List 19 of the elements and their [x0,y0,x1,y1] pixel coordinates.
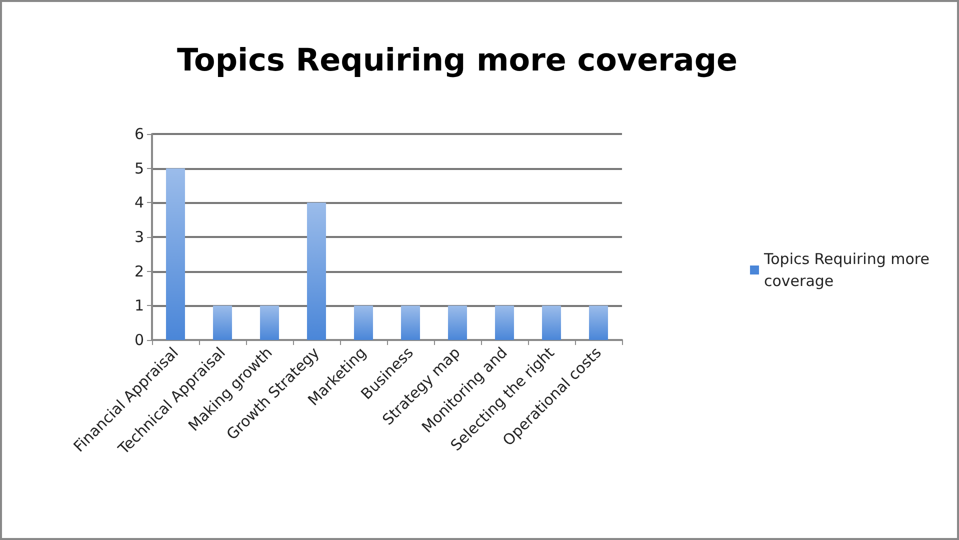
bar [166,168,185,340]
y-tick-label: 0 [134,331,144,349]
y-tick-label: 5 [134,159,144,178]
legend-label: Topics Requiring more coverage [763,250,934,290]
y-tick-label: 3 [134,228,144,246]
bar [213,306,232,340]
bar [495,306,514,340]
bar [307,202,326,340]
y-tick-label: 1 [134,296,144,315]
bar [260,306,279,340]
bar [589,306,608,340]
chart-title: Topics Requiring more coverage [177,42,738,78]
bar [448,306,467,340]
y-tick-label: 4 [134,194,144,212]
bar [354,306,373,340]
y-tick-label: 2 [134,262,144,280]
bar [542,306,561,340]
bar [401,306,420,340]
y-tick-label: 6 [134,125,144,143]
